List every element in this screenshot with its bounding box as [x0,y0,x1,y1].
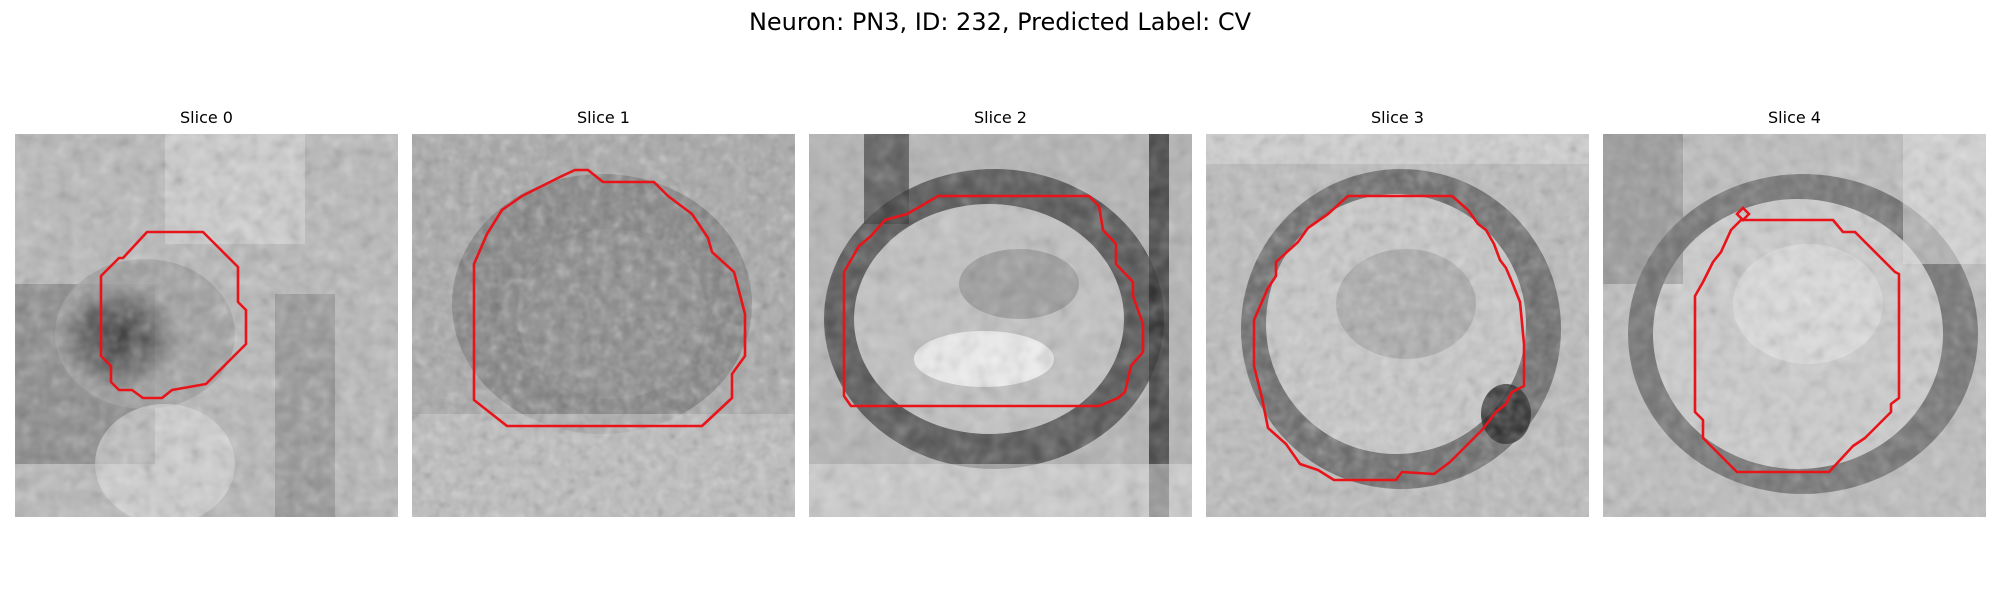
slice-image-4 [1603,134,1986,517]
slice-panel-4: Slice 4 [1603,108,1986,517]
figure-title: Neuron: PN3, ID: 232, Predicted Label: C… [748,8,1252,36]
slice-panel-3: Slice 3 [1206,108,1589,517]
contour-0 [99,230,248,400]
slice-image-2 [809,134,1192,517]
slice-image-1 [412,134,795,517]
slice-image-0 [15,134,398,517]
slice-title-0: Slice 0 [180,108,233,127]
slice-panel-0: Slice 0 [15,108,398,517]
contour-3 [1252,194,1526,482]
contour-4 [1693,218,1901,474]
contour-1 [472,168,747,428]
contour-4-marker [1735,206,1751,222]
slice-panel-1: Slice 1 [412,108,795,517]
slice-title-2: Slice 2 [974,108,1027,127]
contour-2 [842,194,1145,408]
slice-title-1: Slice 1 [577,108,630,127]
slice-title-3: Slice 3 [1371,108,1424,127]
slice-panel-2: Slice 2 [809,108,1192,517]
slice-title-4: Slice 4 [1768,108,1821,127]
slice-image-3 [1206,134,1589,517]
